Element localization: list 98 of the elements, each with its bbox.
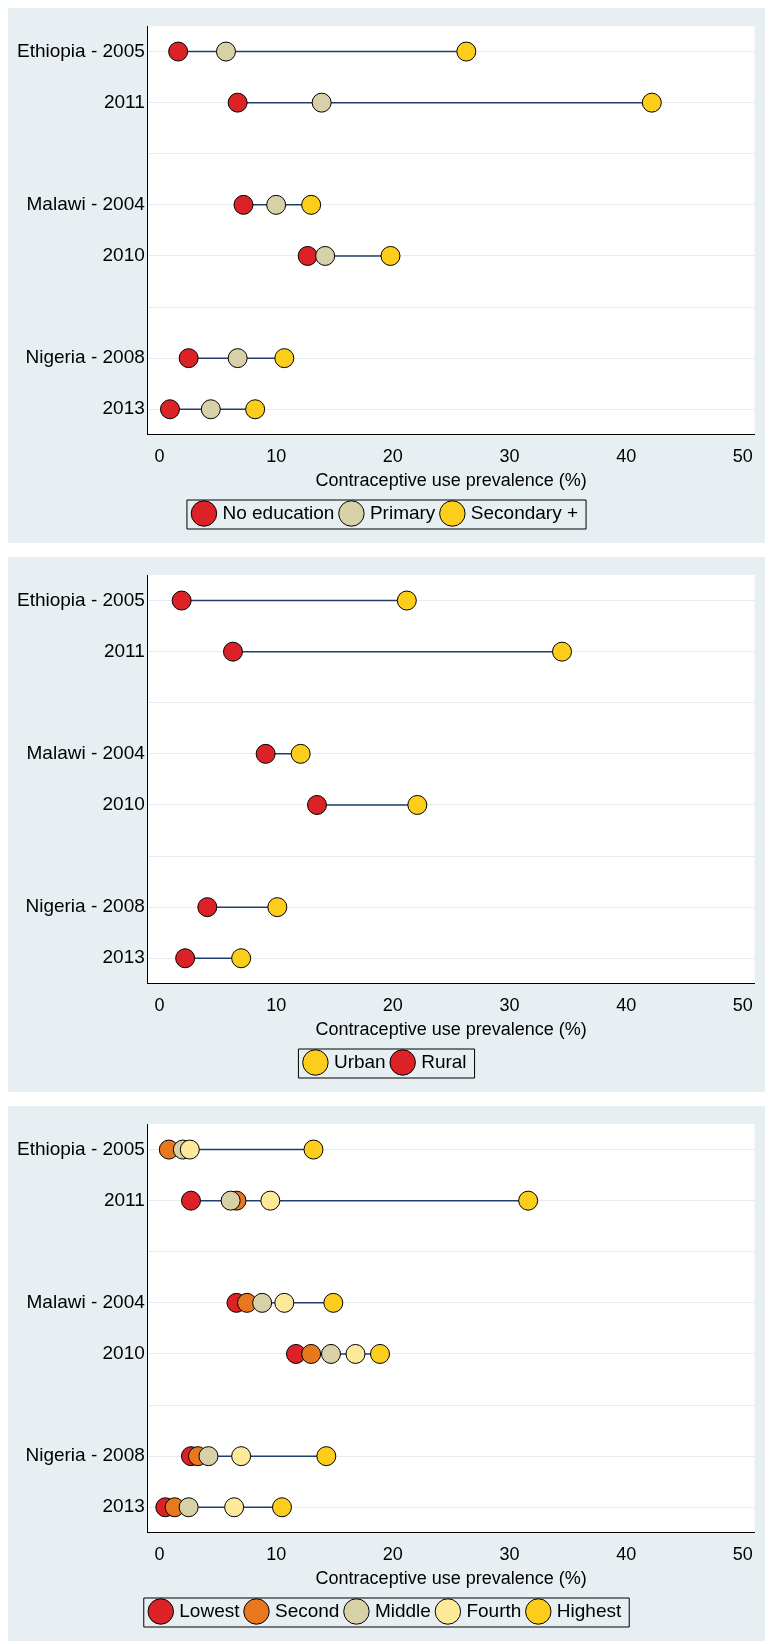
x-tick-label: 0: [154, 994, 165, 1015]
y-tick-label: Malawi - 2004: [26, 1291, 146, 1313]
point: [290, 743, 311, 764]
point: [315, 245, 336, 266]
point: [227, 348, 248, 369]
y-tick-label: Ethiopia - 2005: [16, 1137, 145, 1159]
point: [323, 1292, 344, 1313]
legend-label: Urban: [333, 1050, 386, 1072]
point: [220, 1190, 241, 1211]
legend-label: Lowest: [179, 1599, 241, 1621]
y-tick-label: Malawi - 2004: [26, 742, 146, 764]
y-tick-label: 2011: [103, 639, 145, 661]
point: [345, 1343, 366, 1364]
point: [198, 1446, 219, 1467]
legend-label: Fourth: [466, 1599, 522, 1621]
point: [380, 245, 401, 266]
x-tick-label: 50: [732, 994, 753, 1015]
point: [301, 1343, 322, 1364]
y-tick-label: 2010: [102, 793, 145, 815]
x-tick-label: 10: [266, 994, 287, 1015]
point: [303, 1139, 324, 1160]
x-tick-label: 40: [616, 994, 637, 1015]
point: [396, 590, 417, 611]
x-tick-label: 0: [154, 1543, 165, 1564]
point: [456, 41, 477, 62]
x-tick-label: 40: [616, 445, 637, 466]
point: [551, 641, 572, 662]
point: [178, 348, 199, 369]
point: [197, 897, 218, 918]
point: [168, 41, 189, 62]
point: [178, 1497, 199, 1518]
point: [320, 1343, 341, 1364]
legend-label: Primary: [369, 501, 436, 523]
y-tick-label: 2010: [102, 244, 145, 266]
point: [222, 641, 243, 662]
legend-label: Middle: [374, 1599, 431, 1621]
legend-label: Rural: [421, 1050, 467, 1072]
point: [301, 194, 322, 215]
point: [274, 1292, 295, 1313]
point: [274, 348, 295, 369]
point: [271, 1497, 292, 1518]
x-tick-label: 30: [499, 445, 520, 466]
point: [407, 794, 428, 815]
point: [231, 1446, 252, 1467]
legend-label: Highest: [556, 1599, 622, 1621]
point: [224, 1497, 245, 1518]
y-tick-label: 2011: [103, 1188, 145, 1210]
point: [233, 194, 254, 215]
x-tick-label: 20: [382, 994, 403, 1015]
point: [171, 590, 192, 611]
point: [311, 92, 332, 113]
x-tick-label: 50: [732, 1543, 753, 1564]
point: [267, 897, 288, 918]
point: [200, 399, 221, 420]
y-tick-label: Ethiopia - 2005: [16, 39, 145, 61]
point: [231, 948, 252, 969]
x-tick-label: 10: [266, 445, 287, 466]
y-tick-label: Malawi - 2004: [26, 193, 146, 215]
x-tick-label: 0: [154, 445, 165, 466]
point: [266, 194, 287, 215]
y-tick-label: Nigeria - 2008: [25, 895, 145, 917]
y-tick-label: Nigeria - 2008: [25, 1444, 145, 1466]
point: [255, 743, 276, 764]
x-tick-label: 50: [732, 445, 753, 466]
point: [227, 92, 248, 113]
point: [297, 245, 318, 266]
point: [245, 399, 266, 420]
point: [369, 1343, 390, 1364]
x-tick-label: 30: [499, 1543, 520, 1564]
x-tick-label: 20: [382, 445, 403, 466]
x-axis-title: Contraceptive use prevalence (%): [315, 1019, 587, 1040]
x-tick-label: 20: [382, 1543, 403, 1564]
point: [641, 92, 662, 113]
legend-label: Secondary +: [470, 501, 579, 523]
point: [159, 399, 180, 420]
point: [179, 1139, 200, 1160]
point: [180, 1190, 201, 1211]
legend-label: No education: [222, 501, 335, 523]
y-tick-label: Nigeria - 2008: [25, 346, 145, 368]
legend-label: Second: [274, 1599, 340, 1621]
point: [260, 1190, 281, 1211]
x-tick-label: 30: [499, 994, 520, 1015]
point: [518, 1190, 539, 1211]
x-tick-label: 10: [266, 1543, 287, 1564]
point: [215, 41, 236, 62]
y-tick-label: 2013: [102, 946, 145, 968]
x-axis-title: Contraceptive use prevalence (%): [315, 470, 587, 491]
y-tick-label: Ethiopia - 2005: [16, 588, 145, 610]
x-tick-label: 40: [616, 1543, 637, 1564]
y-tick-label: 2013: [102, 397, 145, 419]
point: [175, 948, 196, 969]
point: [316, 1446, 337, 1467]
y-tick-label: 2010: [102, 1342, 145, 1364]
y-tick-label: 2013: [102, 1495, 145, 1517]
y-tick-label: 2011: [103, 90, 145, 112]
point: [306, 794, 327, 815]
point: [252, 1292, 273, 1313]
x-axis-title: Contraceptive use prevalence (%): [315, 1568, 587, 1589]
